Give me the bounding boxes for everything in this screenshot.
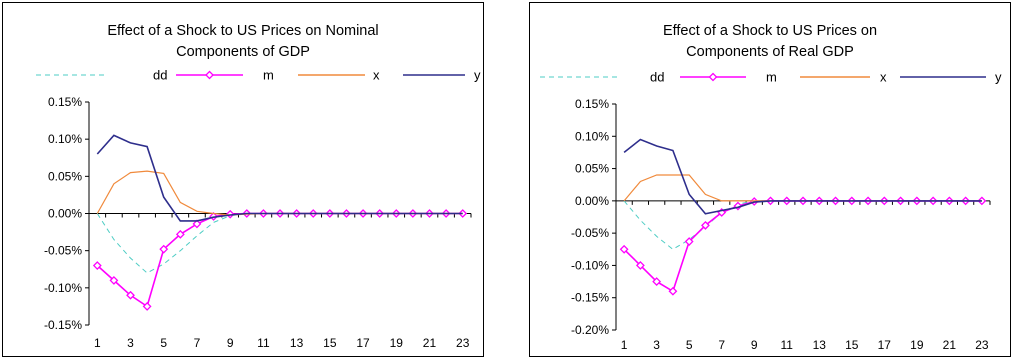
x-tick-label: 23 xyxy=(975,338,989,352)
data-point-m xyxy=(109,275,119,285)
y-tick-label: 0.05% xyxy=(48,169,82,183)
chart-title: Effect of a Shock to US Prices on Nomina… xyxy=(107,23,379,60)
y-tick-label: 0.05% xyxy=(575,162,609,176)
legend-marker-m xyxy=(205,70,214,80)
x-tick-label: 17 xyxy=(356,336,370,350)
chart-real-gdp-plot: 0.15% 0.10% 0.05% 0.00% -0.05% -0.10% -0.15% -0… xyxy=(540,70,1002,352)
series-dd xyxy=(623,200,982,250)
x-tick-label: 11 xyxy=(257,336,270,350)
series-m xyxy=(619,196,987,296)
y-tick-label: -0.05% xyxy=(44,244,82,258)
legend-marker-m xyxy=(708,72,718,82)
x-tick-label: 19 xyxy=(390,336,404,350)
series-x xyxy=(96,170,463,216)
chart-nominal-gdp: Effect of a Shock to US Prices on Nomina… xyxy=(2,2,484,357)
x-tick-label: 15 xyxy=(323,336,337,350)
series-dd xyxy=(96,213,463,274)
x-tick-label: 17 xyxy=(878,338,892,352)
y-tick-label: 0.10% xyxy=(575,129,609,143)
series-line-y xyxy=(96,134,463,222)
legend-label-x: x xyxy=(880,70,887,85)
x-tick-label: 11 xyxy=(781,338,794,352)
data-point-m xyxy=(652,277,662,286)
y-tick-label: 0.15% xyxy=(575,97,609,111)
y-tick-label: 0.10% xyxy=(48,132,82,146)
series-m xyxy=(92,209,468,311)
data-point-m xyxy=(684,237,694,246)
x-tick-label: 5 xyxy=(686,338,693,352)
legend-label-x: x xyxy=(373,68,380,83)
x-tick-label: 3 xyxy=(653,338,660,352)
series-line-y xyxy=(623,138,982,215)
y-tick-label: -0.05% xyxy=(571,226,609,240)
x-tick-label: 23 xyxy=(456,336,470,350)
x-tick-label: 15 xyxy=(845,338,859,352)
x-tick-label: 5 xyxy=(160,336,167,350)
data-point-m xyxy=(635,261,645,270)
data-point-m xyxy=(142,301,152,311)
series-line-x xyxy=(96,170,463,216)
x-tick-label: 13 xyxy=(290,336,304,350)
legend-label-y: y xyxy=(474,68,481,83)
data-point-m xyxy=(159,244,169,254)
legend-label-m: m xyxy=(766,70,777,85)
y-tick-label: 0.00% xyxy=(48,207,82,221)
series-line-dd xyxy=(96,213,463,274)
x-tick-label: 13 xyxy=(813,338,827,352)
data-point-m xyxy=(619,244,629,254)
chart-real-gdp: Effect of a Shock to US Prices on Compon… xyxy=(529,2,1011,357)
x-tick-label: 9 xyxy=(227,336,234,350)
data-point-m xyxy=(668,286,678,296)
series-y xyxy=(96,134,463,222)
x-tick-label: 19 xyxy=(910,338,924,352)
x-tick-label: 3 xyxy=(127,336,134,350)
data-point-m xyxy=(701,220,710,230)
y-tick-label: 0.15% xyxy=(48,95,82,109)
series-line-m xyxy=(96,212,463,308)
legend-label-dd: dd xyxy=(153,68,167,83)
y-tick-label: -0.10% xyxy=(44,281,82,295)
legend-label-dd: dd xyxy=(650,70,664,85)
y-tick-label: 0.00% xyxy=(575,194,609,208)
x-tick-label: 1 xyxy=(621,338,628,352)
series-y xyxy=(623,138,982,215)
y-tick-label: -0.10% xyxy=(571,258,609,272)
chart-title: Effect of a Shock to US Prices on Compon… xyxy=(662,23,878,60)
legend-label-m: m xyxy=(263,68,274,83)
x-tick-label: 21 xyxy=(423,336,437,350)
y-tick-label: -0.15% xyxy=(44,318,82,332)
legend-label-y: y xyxy=(995,70,1002,85)
x-tick-label: 9 xyxy=(751,338,758,352)
x-tick-label: 7 xyxy=(194,336,201,350)
x-tick-label: 21 xyxy=(943,338,957,352)
chart-nominal-gdp-plot: 0.15%0.10%0.05%0.00%-0.05%-0.10%-0.15%1 3… xyxy=(36,68,481,350)
y-tick-label: -0.15% xyxy=(571,291,609,305)
data-point-m xyxy=(92,261,102,270)
x-tick-label: 1 xyxy=(94,336,101,350)
y-tick-label: -0.20% xyxy=(571,323,609,337)
x-tick-label: 7 xyxy=(718,338,725,352)
data-point-m xyxy=(192,219,202,229)
series-line-dd xyxy=(623,200,982,250)
data-point-m xyxy=(126,290,135,300)
data-point-m xyxy=(175,229,185,239)
